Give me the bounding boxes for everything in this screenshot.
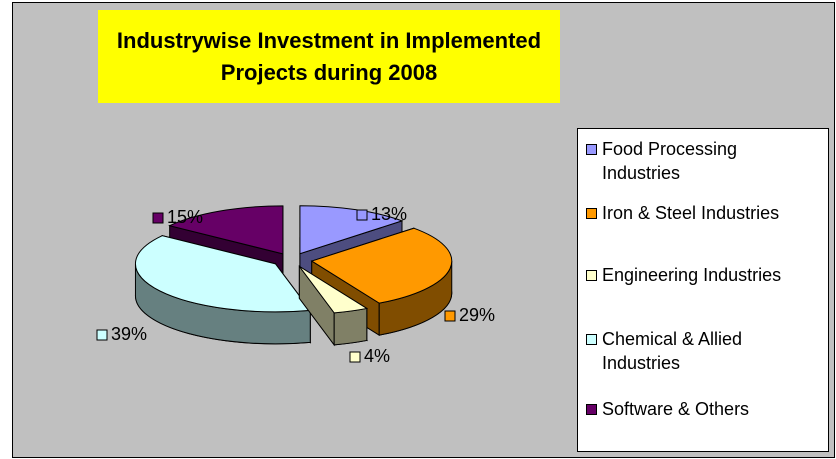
pie-slice [134,235,312,345]
data-label: 15% [167,207,203,227]
legend-label: Engineering Industries [602,265,782,285]
chart-title: Industrywise Investment in Implemented P… [98,10,560,103]
legend-entry: Chemical & Allied Industries [586,327,818,375]
legend: Food Processing Industries Iron & Steel I… [577,128,829,452]
legend-label: Chemical & Allied Industries [602,329,743,373]
data-label: 29% [459,305,495,325]
legend-entry: Food Processing Industries [586,137,818,185]
legend-label: Food Processing Industries [602,139,738,183]
legend-swatch [586,270,597,281]
slice-part [298,265,369,314]
legend-label: Iron & Steel Industries [602,203,780,223]
pie-slice [298,264,369,347]
legend-swatch [586,144,597,155]
slice-part [310,227,453,304]
data-label: 39% [111,324,147,344]
legend-entry: Iron & Steel Industries [586,201,818,225]
slice-part [168,205,284,255]
legend-swatch [586,334,597,345]
data-label: 4% [364,346,390,366]
label-swatch [356,209,368,221]
legend-label: Software & Others [602,399,750,419]
slice-part [134,235,312,313]
legend-entry: Software & Others [586,397,818,421]
slice-part [333,307,368,346]
slice-part [299,205,404,255]
legend-swatch [586,208,597,219]
legend-swatch [586,404,597,415]
legend-entry: Engineering Industries [586,263,818,287]
label-swatch [96,329,108,341]
label-swatch [444,310,456,322]
data-label: 13% [371,204,407,224]
label-swatch [349,351,361,363]
label-swatch [152,212,164,224]
